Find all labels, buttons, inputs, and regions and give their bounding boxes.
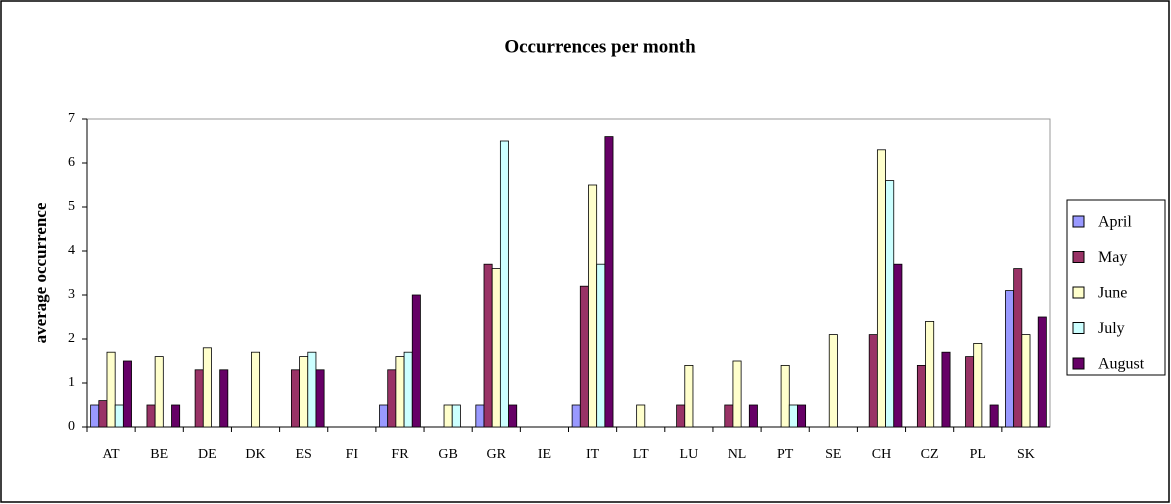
- bar: [251, 351, 261, 428]
- bar: [868, 334, 878, 428]
- y-tick-label: 4: [68, 243, 75, 258]
- x-tick-label: GR: [487, 447, 507, 462]
- bar: [989, 404, 999, 428]
- bar: [1005, 290, 1015, 428]
- y-axis-label: average occurrence: [31, 202, 50, 343]
- legend-label: April: [1098, 214, 1132, 231]
- y-tick-label: 2: [68, 331, 75, 346]
- y-tick-label: 6: [68, 155, 75, 170]
- x-tick-label: LT: [633, 447, 649, 462]
- x-tick-label: FI: [346, 447, 359, 462]
- x-tick-label: GB: [438, 447, 457, 462]
- bar: [571, 404, 581, 428]
- bar: [508, 404, 518, 428]
- bar: [885, 180, 895, 428]
- bar: [684, 364, 694, 428]
- bar: [475, 404, 485, 428]
- bar: [916, 364, 926, 428]
- bar: [387, 369, 397, 428]
- y-tick-label: 0: [68, 419, 75, 434]
- y-tick-label: 7: [68, 111, 75, 126]
- bar: [491, 268, 501, 428]
- bar: [114, 404, 124, 428]
- bar: [732, 360, 742, 428]
- legend-swatch: [1072, 286, 1085, 299]
- bar: [499, 140, 509, 428]
- bar: [941, 351, 951, 428]
- x-tick-label: IE: [538, 447, 551, 462]
- bar: [588, 184, 598, 428]
- bar: [1013, 268, 1023, 428]
- bar: [98, 400, 108, 428]
- bar: [299, 356, 309, 428]
- bar: [797, 404, 807, 428]
- bar: [748, 404, 758, 428]
- bar: [973, 342, 983, 428]
- bar: [596, 263, 606, 428]
- bar: [403, 351, 413, 428]
- bar: [171, 404, 181, 428]
- bar: [1021, 334, 1031, 428]
- legend-label: June: [1098, 285, 1127, 302]
- x-tick-label: SE: [825, 447, 841, 462]
- legend-swatch: [1072, 215, 1085, 228]
- bar: [780, 364, 790, 428]
- bar: [411, 294, 421, 428]
- bar: [443, 404, 453, 428]
- bar: [604, 136, 614, 428]
- x-tick-label: AT: [103, 447, 121, 462]
- legend-swatch: [1072, 357, 1085, 370]
- legend-label: July: [1098, 320, 1125, 337]
- x-tick-label: FR: [391, 447, 409, 462]
- bar: [219, 369, 229, 428]
- x-tick-label: DE: [198, 447, 217, 462]
- x-tick-label: LU: [680, 447, 699, 462]
- x-tick-label: IT: [586, 447, 600, 462]
- bar: [579, 285, 589, 428]
- x-tick-label: ES: [296, 447, 312, 462]
- legend-swatch: [1072, 251, 1085, 263]
- x-tick-label: NL: [728, 447, 747, 462]
- bar: [636, 404, 646, 428]
- x-tick-label: DK: [245, 447, 265, 462]
- x-tick-label: CH: [872, 447, 891, 462]
- bar: [90, 404, 100, 428]
- bar: [379, 404, 389, 428]
- x-tick-label: PL: [970, 447, 986, 462]
- bar: [315, 369, 325, 428]
- bar: [307, 351, 317, 428]
- x-tick-label: BE: [150, 447, 168, 462]
- bar: [451, 404, 461, 428]
- bar: [395, 356, 405, 428]
- bar: [724, 404, 734, 428]
- chart-title: Occurrences per month: [504, 36, 696, 57]
- bar: [290, 369, 300, 428]
- x-tick-label: SK: [1017, 447, 1035, 462]
- bar: [483, 263, 493, 428]
- y-tick-label: 1: [68, 375, 75, 390]
- bar: [122, 360, 132, 428]
- bar: [965, 356, 975, 428]
- bar: [146, 404, 156, 428]
- bar: [1037, 316, 1047, 428]
- y-tick-label: 3: [68, 287, 75, 302]
- bar: [925, 320, 935, 428]
- legend-label: May: [1098, 249, 1127, 266]
- bar: [194, 369, 204, 428]
- bar: [106, 351, 116, 428]
- bar: [828, 334, 838, 428]
- bar: [893, 263, 903, 428]
- x-tick-label: PT: [777, 447, 794, 462]
- bar: [676, 404, 686, 428]
- bar: [876, 149, 886, 428]
- y-tick-label: 5: [68, 199, 75, 214]
- bar: [154, 356, 164, 428]
- legend-swatch: [1072, 322, 1085, 334]
- x-tick-label: CZ: [921, 447, 939, 462]
- legend-label: August: [1098, 356, 1145, 373]
- bar: [202, 347, 212, 428]
- bar: [788, 404, 798, 428]
